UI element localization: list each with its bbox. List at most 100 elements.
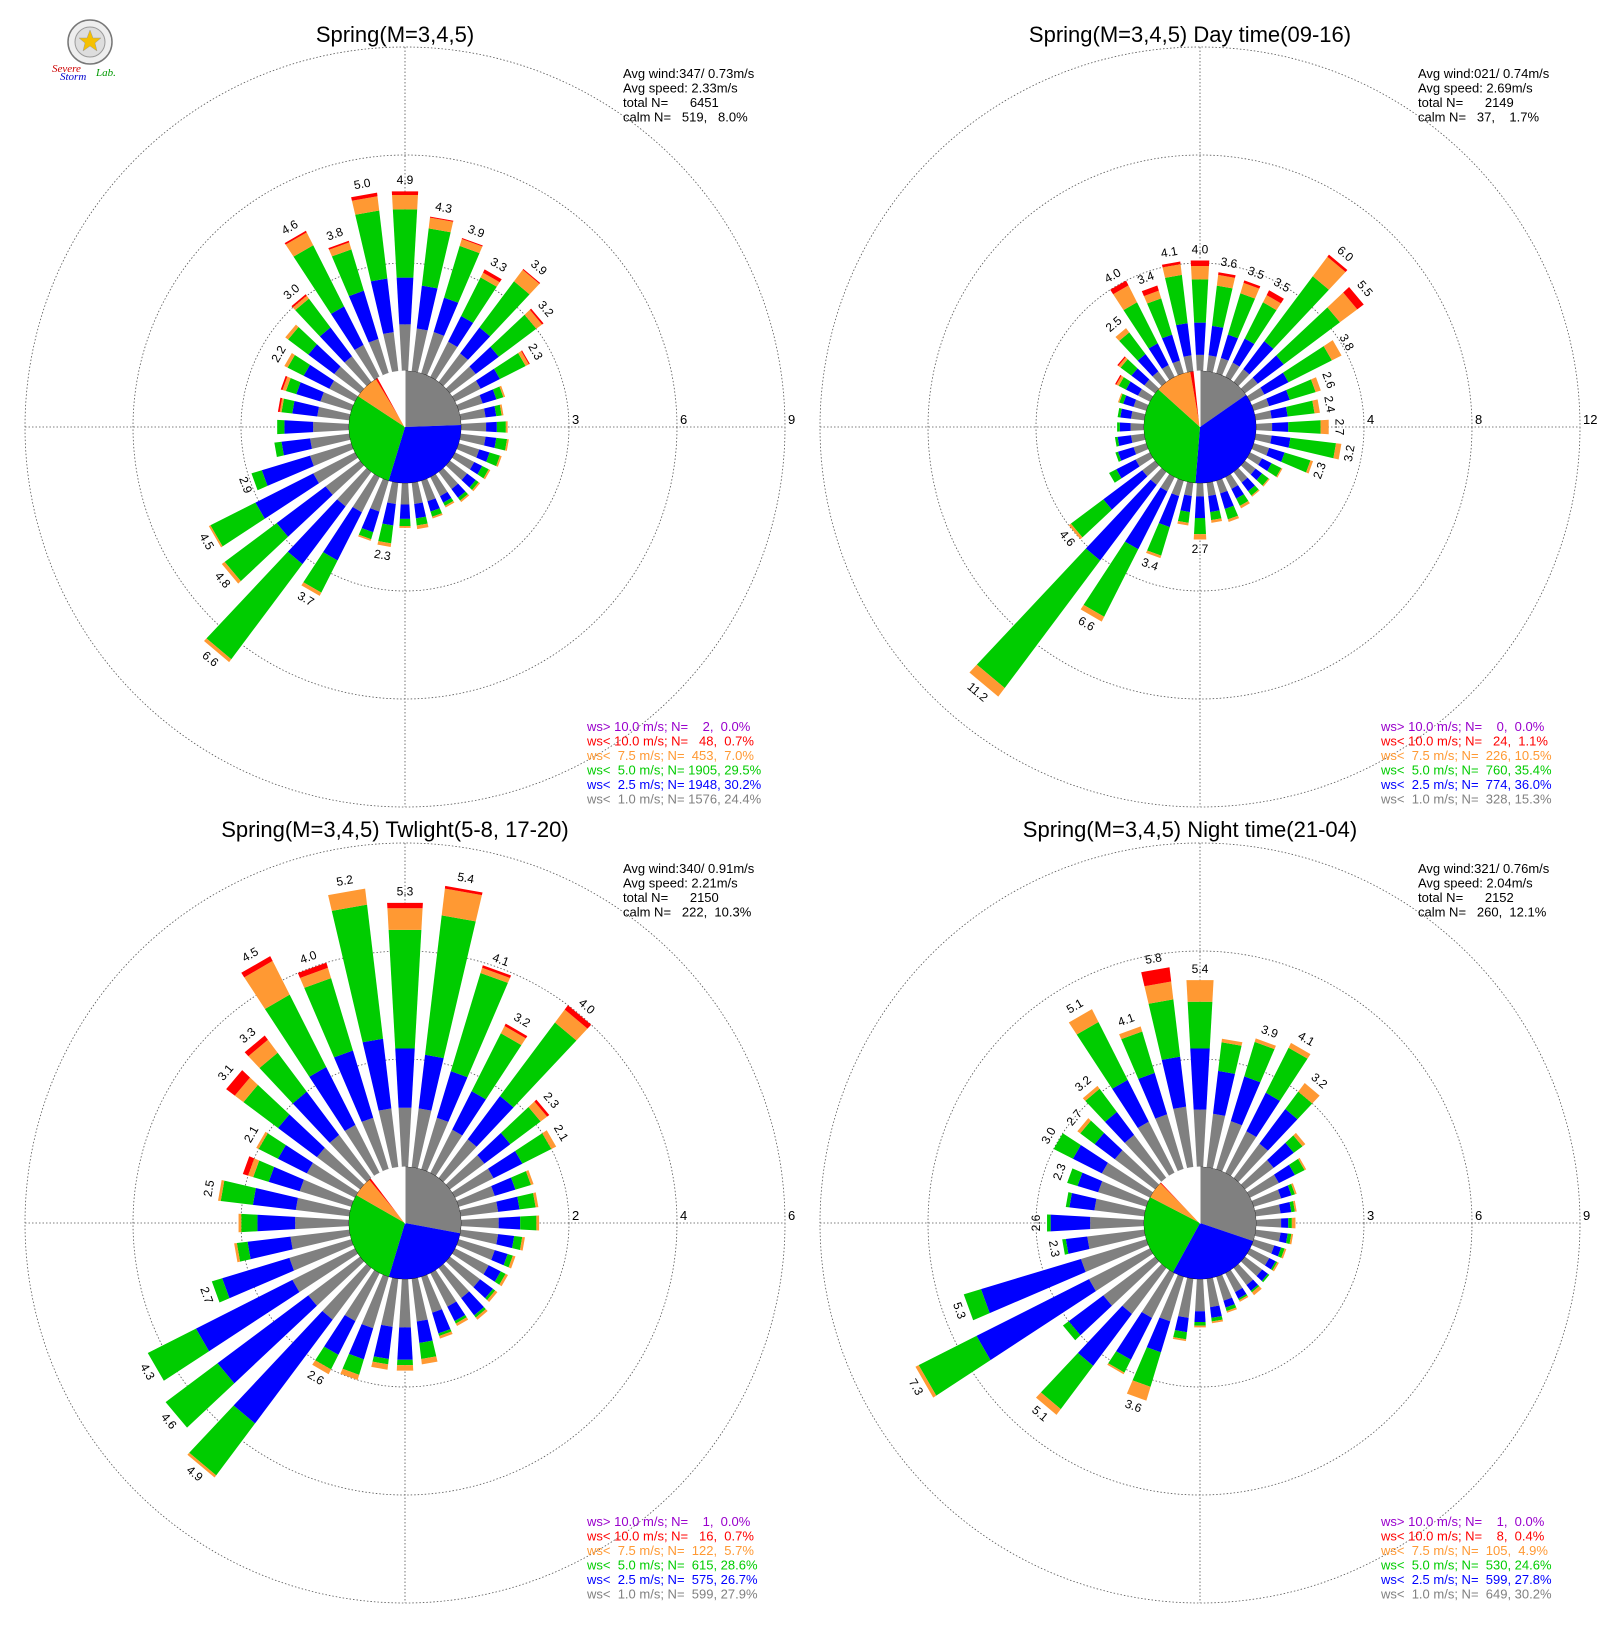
bar-segment — [1254, 433, 1272, 444]
bar-segment — [1312, 399, 1320, 414]
bar-total-label: 3.9 — [466, 222, 487, 241]
bar-segment — [416, 285, 438, 331]
bar-segment — [330, 306, 364, 351]
direction-bar-160 — [1216, 1274, 1237, 1313]
bar-segment — [251, 470, 268, 491]
bar-segment — [295, 1216, 350, 1230]
bar-segment — [515, 1133, 552, 1164]
stat-line: Avg speed: 2.33m/s — [623, 81, 738, 96]
bar-total-label: 5.0 — [353, 176, 372, 193]
bar-segment — [218, 1180, 225, 1202]
bar-segment — [486, 452, 500, 467]
direction-bar-110 — [1251, 443, 1314, 474]
severe-storm-lab-logo: Severe Storm Lab. — [52, 19, 116, 83]
bar-segment — [284, 420, 314, 434]
direction-bar-20 — [421, 965, 512, 1172]
legend-entry: ws< 1.0 m/s; N= 649, 30.2% — [1380, 1587, 1552, 1602]
bar-segment — [1206, 355, 1217, 373]
bar-segment — [315, 1346, 339, 1370]
bar-segment — [280, 375, 288, 391]
bar-total-label: 3.0 — [1038, 1125, 1059, 1147]
direction-bar-230 — [1062, 1256, 1160, 1341]
bar-segment — [342, 1353, 364, 1375]
direction-bar-100 — [1254, 433, 1342, 460]
direction-bar-130 — [445, 1256, 498, 1302]
bar-segment — [1161, 334, 1180, 364]
bar-segment — [438, 467, 459, 490]
bar-segment — [1225, 1131, 1257, 1177]
bar-segment — [1206, 1113, 1226, 1169]
bar-segment — [344, 356, 372, 387]
bar-segment — [414, 502, 427, 519]
speed-legend: ws> 10.0 m/s; N= 0, 0.0%ws< 10.0 m/s; N=… — [1380, 719, 1552, 807]
bar-segment — [297, 962, 328, 978]
bar-segment — [520, 1215, 537, 1231]
direction-bar-210 — [1080, 473, 1175, 622]
bar-segment — [1160, 473, 1175, 492]
bar-segment — [1277, 1185, 1292, 1199]
bar-segment — [284, 352, 295, 368]
bar-segment — [210, 502, 265, 547]
bar-segment — [473, 1279, 494, 1299]
bar-segment — [1213, 1070, 1235, 1116]
bar-segment — [1240, 377, 1258, 394]
bar-segment — [334, 1050, 374, 1122]
bar-segment — [1180, 494, 1192, 513]
bar-segment — [371, 1361, 389, 1370]
bar-total-label: 3.9 — [528, 257, 550, 279]
bar-segment — [498, 1216, 521, 1230]
pie-slice — [1160, 1166, 1201, 1225]
bar-segment — [289, 1239, 354, 1271]
bar-segment — [399, 324, 411, 372]
bar-segment — [469, 479, 479, 490]
bar-segment — [285, 324, 299, 340]
bar-segment — [1246, 387, 1265, 402]
legend-entry: ws< 5.0 m/s; N= 760, 35.4% — [1380, 763, 1552, 778]
direction-bar-40 — [1233, 254, 1348, 387]
bar-segment — [319, 327, 353, 363]
bar-segment — [255, 473, 319, 519]
bar-segment — [512, 1236, 523, 1250]
bar-segment — [1173, 1330, 1187, 1340]
pie-slice — [349, 1195, 405, 1277]
bar-segment — [1281, 1218, 1289, 1228]
bar-segment — [1224, 505, 1239, 520]
bar-segment — [416, 523, 429, 530]
bar-segment — [475, 1309, 488, 1320]
bar-segment — [340, 1368, 360, 1381]
bar-segment — [456, 395, 483, 411]
bar-total-label: 3.8 — [325, 224, 346, 243]
bar-segment — [1131, 368, 1150, 386]
bar-segment — [460, 494, 470, 503]
bar-segment — [1114, 436, 1120, 447]
direction-bar-260 — [1114, 433, 1146, 447]
bar-segment — [1194, 517, 1206, 535]
bar-segment — [1186, 980, 1214, 1002]
direction-bar-150 — [430, 473, 455, 508]
direction-bar-100 — [459, 433, 509, 451]
bar-segment — [456, 1186, 495, 1207]
bar-segment — [1191, 279, 1209, 323]
bar-segment — [1239, 500, 1250, 509]
bar-segment — [1233, 1263, 1254, 1286]
bar-segment — [1065, 1192, 1072, 1208]
bar-segment — [486, 421, 497, 433]
bar-segment — [208, 525, 223, 548]
direction-bar-280 — [1065, 1192, 1146, 1217]
bar-segment — [1208, 494, 1220, 513]
pie-slice — [405, 1167, 462, 1234]
bar-segment — [1267, 1142, 1294, 1168]
bar-segment — [494, 437, 508, 451]
bar-segment — [304, 978, 353, 1058]
bar-segment — [1262, 295, 1281, 311]
direction-bar-90 — [460, 421, 508, 433]
bar-segment — [351, 192, 378, 201]
bar-segment — [303, 552, 338, 593]
bar-segment — [421, 1274, 442, 1313]
direction-bar-200 — [1126, 1274, 1184, 1401]
bar-total-label: 4.1 — [491, 950, 512, 969]
speed-legend: ws> 10.0 m/s; N= 2, 0.0%ws< 10.0 m/s; N=… — [586, 719, 762, 807]
bar-segment — [1225, 473, 1239, 490]
bar-segment — [1146, 1317, 1171, 1353]
bar-segment — [451, 1168, 494, 1198]
